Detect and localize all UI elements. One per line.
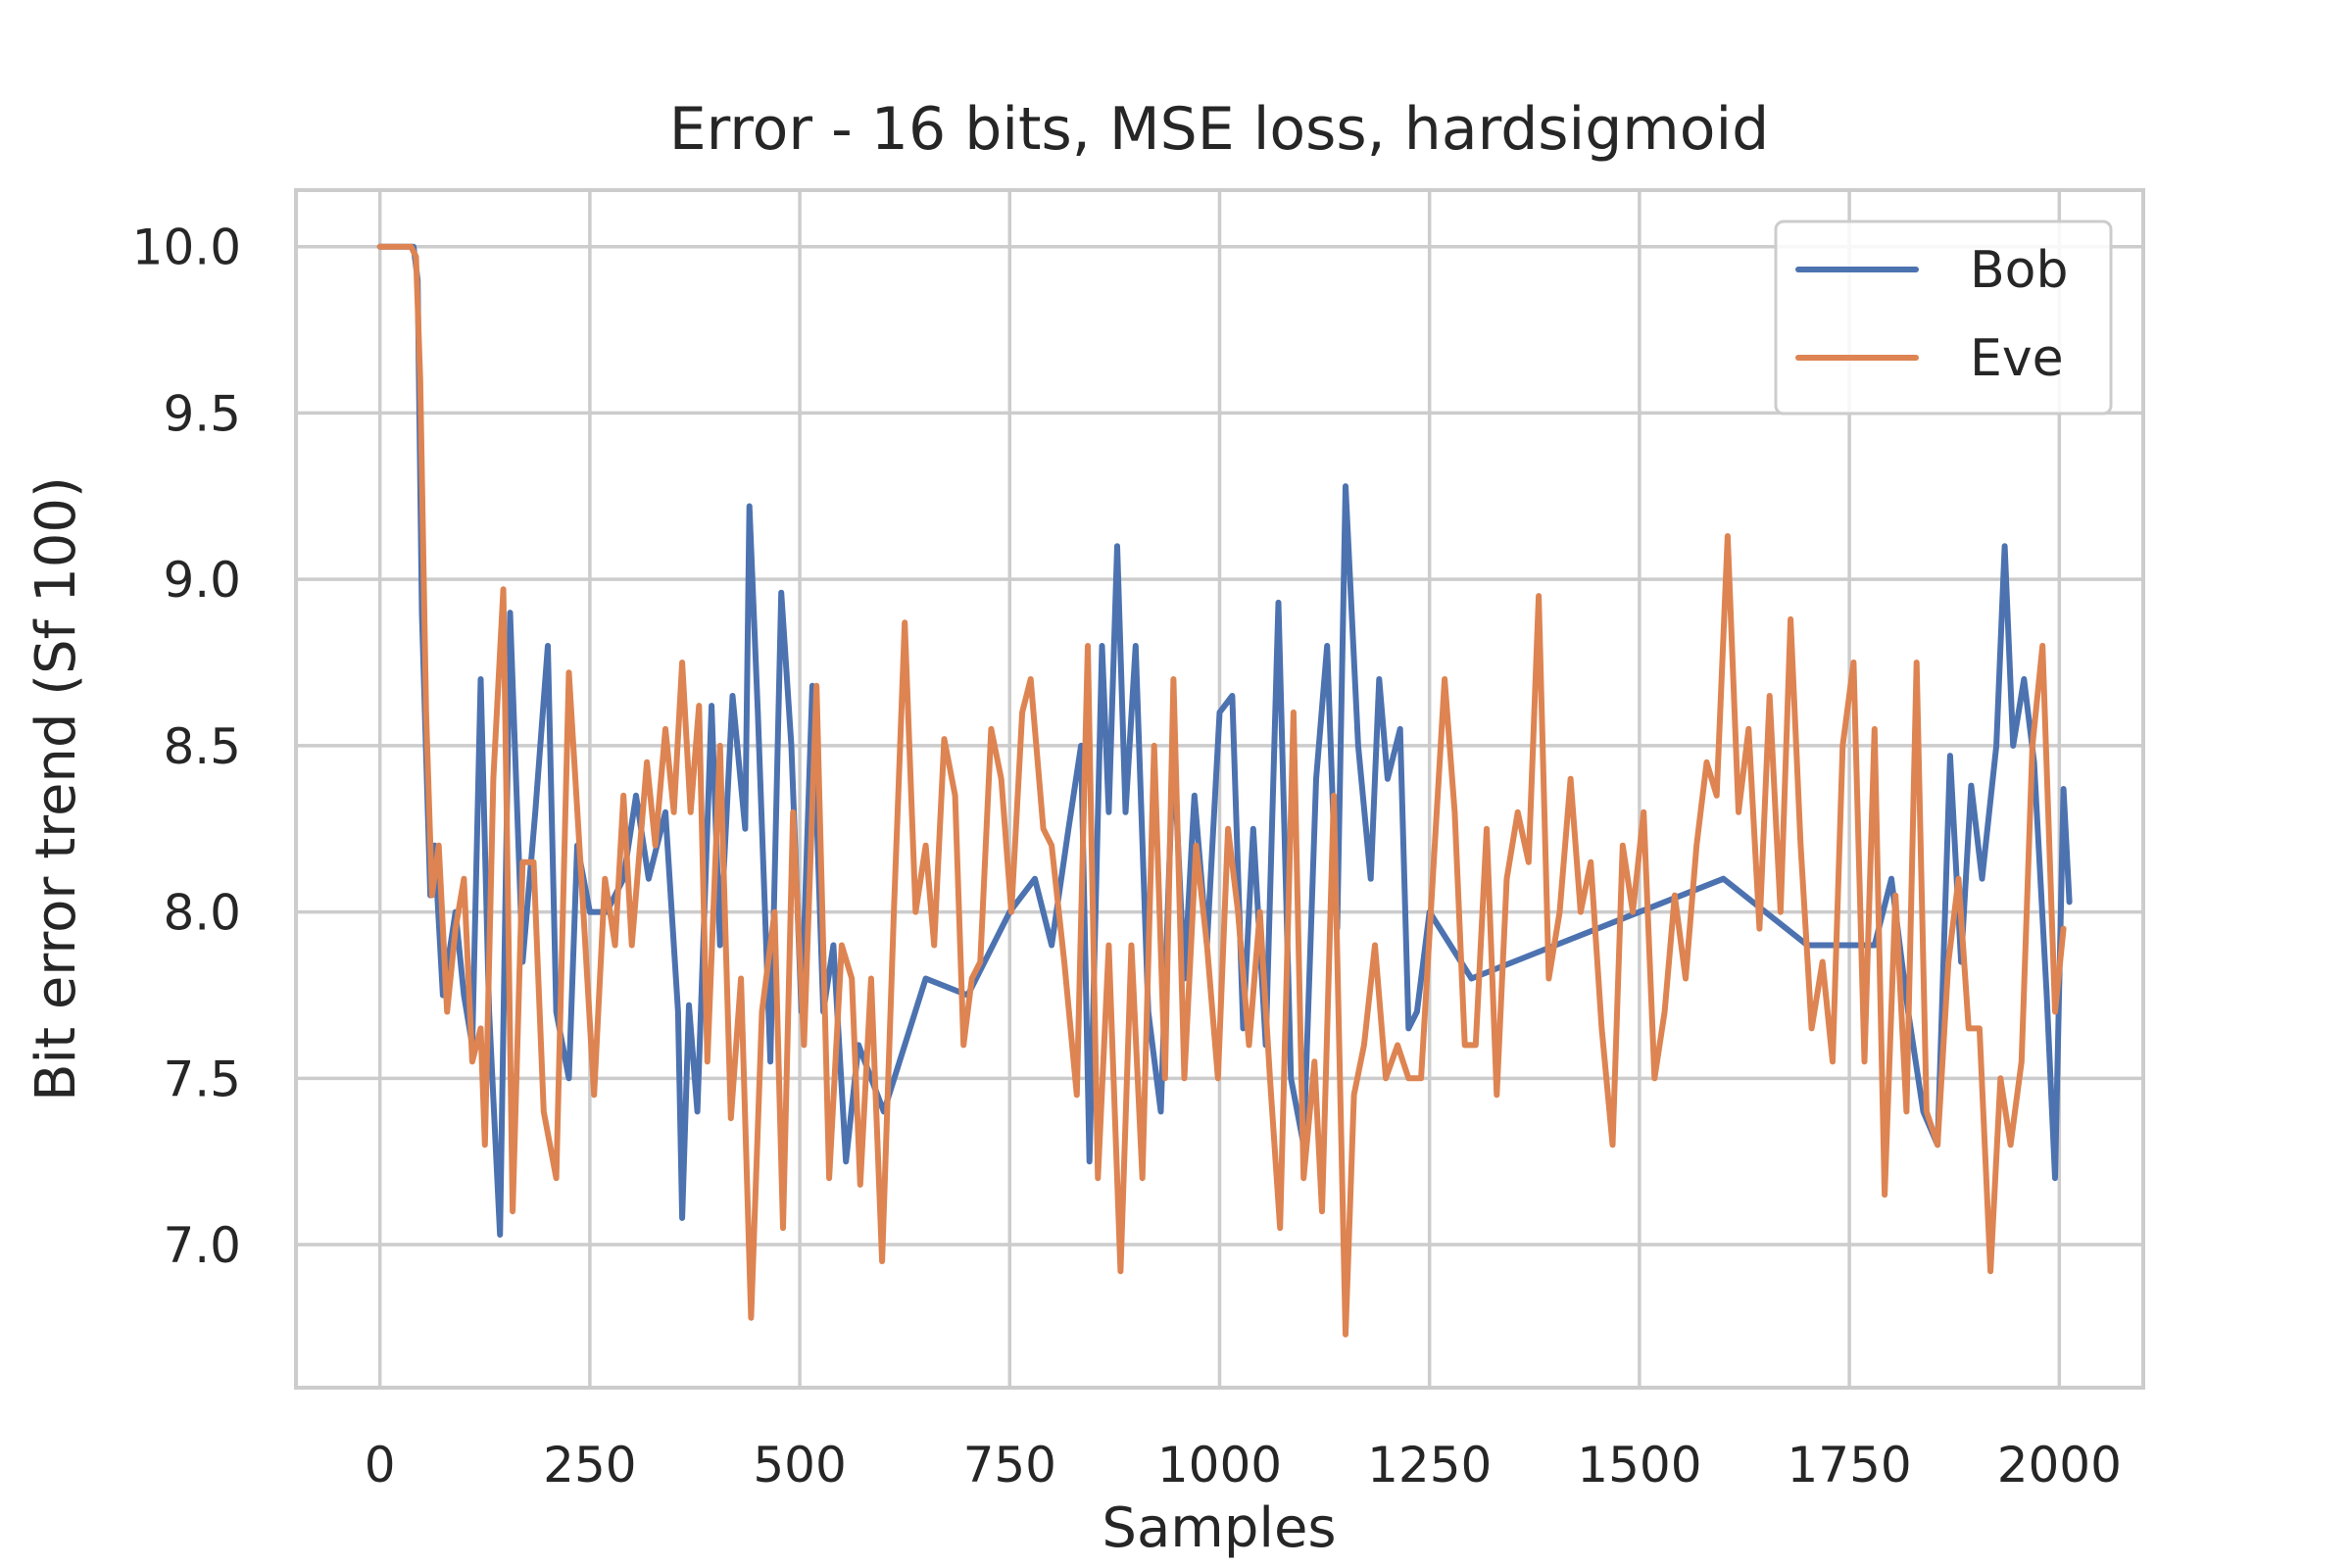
chart-title: Error - 16 bits, MSE loss, hardsigmoid [669, 95, 1769, 164]
y-tick-label: 8.5 [163, 718, 241, 775]
legend-label-bob: Bob [1970, 241, 2069, 300]
series-line-bob [376, 243, 2073, 1238]
y-tick-label: 9.5 [163, 385, 241, 442]
y-tick-label: 8.0 [163, 885, 241, 942]
y-axis-label: Bit error trend (Sf 100) [24, 476, 88, 1102]
x-tick-label: 2000 [1997, 1437, 2122, 1494]
x-tick-label: 1000 [1157, 1437, 1282, 1494]
x-tick-label: 750 [963, 1437, 1056, 1494]
y-tick-label: 7.5 [163, 1051, 241, 1107]
y-tick-labels: 7.0 7.5 8.0 8.5 9.0 9.5 10.0 [132, 220, 241, 1274]
legend-label-eve: Eve [1970, 329, 2064, 388]
y-tick-label: 10.0 [132, 220, 241, 276]
series-line-eve [376, 243, 2067, 1338]
x-tick-label: 500 [753, 1437, 846, 1494]
x-tick-label: 1500 [1577, 1437, 1701, 1494]
x-tick-labels: 0 250 500 750 1000 1250 1500 1750 2000 [365, 1437, 2122, 1494]
x-tick-label: 0 [365, 1437, 396, 1494]
x-tick-label: 1750 [1787, 1437, 1911, 1494]
legend: Bob Eve [1774, 220, 2113, 416]
x-tick-label: 1250 [1367, 1437, 1492, 1494]
x-tick-label: 250 [543, 1437, 636, 1494]
series-layer [376, 243, 2073, 1338]
plot-frame [294, 188, 2145, 1390]
y-tick-label: 9.0 [163, 552, 241, 609]
x-axis-label: Samples [1102, 1496, 1336, 1560]
y-tick-label: 7.0 [163, 1217, 241, 1274]
